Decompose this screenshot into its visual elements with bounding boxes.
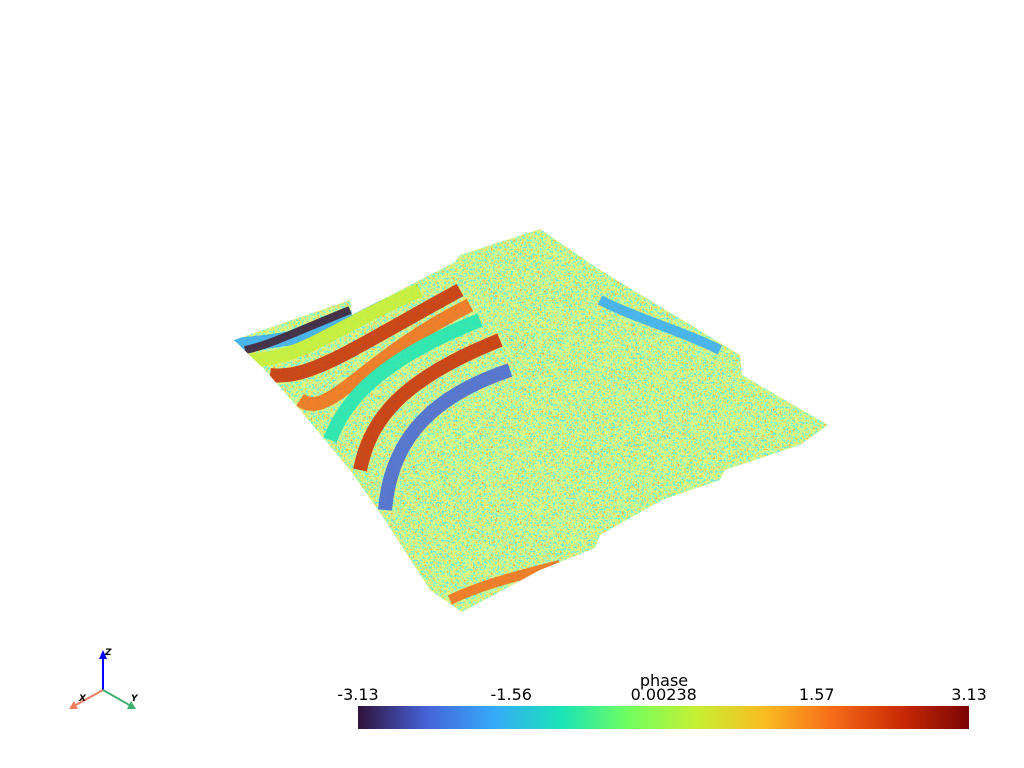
x-axis bbox=[73, 689, 104, 707]
phase-mesh bbox=[234, 229, 828, 612]
y-arrow bbox=[127, 701, 136, 709]
tick-label: 3.13 bbox=[951, 685, 987, 704]
z-arrow bbox=[99, 650, 107, 659]
x-arrow bbox=[69, 701, 78, 709]
x-label: X bbox=[78, 694, 87, 704]
y-label: Y bbox=[131, 694, 139, 704]
y-axis bbox=[102, 689, 132, 707]
axes-widget: Z X Y bbox=[69, 648, 139, 709]
colorbar bbox=[358, 706, 969, 729]
tick-label: 1.57 bbox=[799, 685, 835, 704]
scalar-bar: phase -3.13 -1.56 0.00238 1.57 3.13 bbox=[337, 671, 987, 729]
tick-label: 0.00238 bbox=[631, 685, 697, 704]
z-label: Z bbox=[104, 648, 112, 658]
scalar-bar-title: phase bbox=[640, 671, 688, 690]
tick-label: -3.13 bbox=[337, 685, 378, 704]
tick-label: -1.56 bbox=[491, 685, 532, 704]
